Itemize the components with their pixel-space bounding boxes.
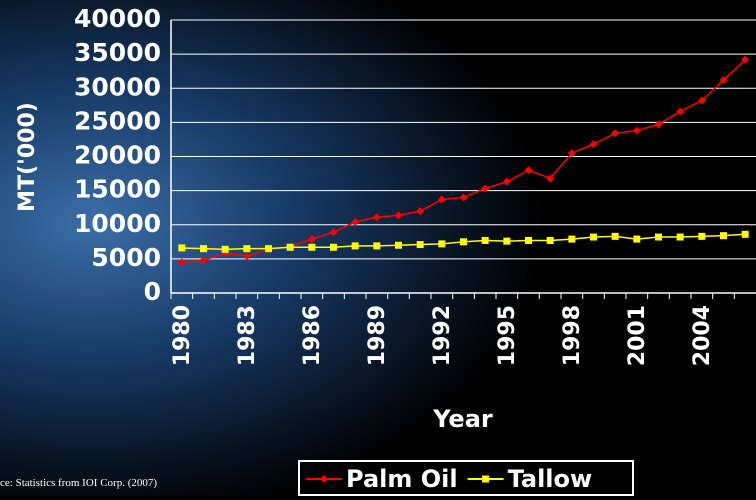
data-point: [438, 240, 446, 248]
data-point: [307, 235, 316, 244]
data-point: [394, 211, 403, 220]
data-point: [632, 126, 641, 135]
data-point: [697, 96, 706, 105]
y-tick-label: 0: [144, 277, 161, 306]
data-point: [459, 193, 468, 202]
data-point: [589, 140, 598, 149]
data-point: [546, 174, 555, 183]
y-tick-label: 15000: [74, 175, 161, 204]
data-point: [719, 76, 728, 85]
x-tick-label: 1995: [495, 305, 520, 366]
data-point: [546, 236, 554, 244]
y-tick-label: 25000: [74, 106, 161, 135]
source-note: ce: Statistics from IOI Corp. (2007): [0, 477, 157, 489]
data-point: [416, 207, 425, 216]
data-point: [590, 233, 597, 241]
data-point: [698, 232, 706, 240]
y-tick-label: 20000: [74, 141, 161, 170]
data-point: [308, 243, 316, 251]
y-tick-label: 35000: [74, 38, 161, 67]
x-tick-label: 2004: [690, 305, 715, 366]
data-point: [395, 241, 402, 249]
data-point: [243, 245, 251, 253]
data-point: [611, 232, 619, 240]
data-point: [655, 233, 662, 241]
data-point: [654, 120, 663, 129]
legend-box: [298, 460, 634, 496]
y-tick-label: 30000: [74, 72, 161, 101]
x-tick-label: 1980: [170, 305, 195, 366]
legend-marker: [320, 475, 328, 483]
data-point: [741, 230, 749, 238]
x-tick-label: 1983: [235, 305, 260, 366]
data-point: [437, 195, 446, 204]
x-tick-label: 1998: [560, 305, 585, 366]
legend-label: Palm Oil: [346, 465, 458, 493]
data-point: [242, 252, 251, 261]
data-point: [633, 235, 641, 243]
data-point: [611, 129, 620, 138]
data-point: [329, 228, 338, 237]
data-point: [178, 244, 186, 252]
data-point: [416, 241, 424, 249]
data-point: [199, 256, 208, 265]
data-point: [481, 184, 490, 193]
data-point: [676, 107, 685, 116]
legend-marker: [482, 475, 490, 483]
data-point: [460, 238, 467, 246]
data-point: [265, 245, 272, 253]
data-point: [481, 236, 489, 244]
data-point: [525, 236, 532, 244]
data-point: [286, 243, 294, 251]
data-point: [524, 166, 533, 175]
data-point: [221, 245, 229, 253]
y-tick-label: 10000: [74, 209, 161, 238]
data-point: [372, 213, 381, 222]
data-point: [373, 242, 381, 250]
x-tick-label: 1986: [300, 305, 325, 366]
data-point: [568, 235, 576, 243]
y-tick-label: 5000: [91, 243, 161, 272]
x-tick-label: 1992: [430, 305, 455, 366]
data-point: [177, 258, 186, 267]
data-point: [720, 232, 727, 240]
data-point: [503, 237, 511, 245]
y-axis-title: MT('000): [15, 102, 40, 212]
data-point: [351, 218, 360, 227]
x-tick-label: 2001: [625, 305, 650, 366]
legend-label: Tallow: [508, 465, 593, 493]
data-point: [200, 245, 207, 253]
data-point: [676, 233, 684, 241]
y-tick-label: 40000: [74, 4, 161, 33]
data-point: [502, 177, 511, 186]
data-point: [330, 243, 337, 251]
x-axis-title: Year: [432, 405, 493, 433]
data-point: [741, 55, 750, 64]
data-point: [567, 149, 576, 158]
x-tick-label: 1989: [365, 305, 390, 366]
data-point: [351, 242, 359, 250]
